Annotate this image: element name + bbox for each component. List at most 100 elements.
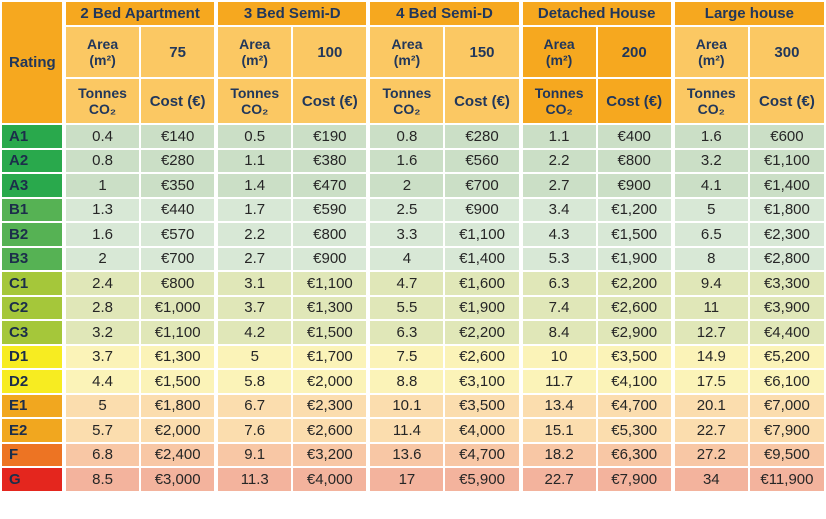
cost-cell: €1,600: [443, 270, 522, 297]
cost-cell: €4,000: [443, 417, 522, 444]
rating-cell-g: G: [0, 466, 65, 493]
tonnes-co2-cell: 1.3: [61, 196, 142, 223]
ber-cost-table: Rating 2 Bed Apartment 3 Bed Semi-D 4 Be…: [0, 0, 826, 493]
tonnes-co2-label-cell: Tonnes CO₂: [214, 77, 294, 125]
cost-cell: €1,100: [291, 270, 370, 297]
cost-label-cell: Cost (€): [291, 77, 370, 125]
tonnes-co2-cell: 0.4: [61, 123, 142, 150]
tonnes-co2-cell: 6.8: [61, 441, 142, 468]
tonnes-co2-cell: 5: [61, 392, 142, 419]
cost-cell: €800: [595, 147, 674, 174]
tonnes-co2-cell: 5: [214, 343, 294, 370]
table-row: G 8.5 €3,000 11.3 €4,000 17 €5,900 22.7 €7,900 34…: [0, 466, 826, 493]
cost-cell: €9,500: [747, 441, 826, 468]
tonnes-co2-cell: 9.1: [214, 441, 294, 468]
cost-cell: €2,000: [139, 417, 218, 444]
cost-cell: €590: [291, 196, 370, 223]
table-body: A1 0.4 €140 0.5 €190 0.8 €280 1.1 €400 1.6 €600 A2 0…: [0, 123, 826, 493]
tonnes-co2-cell: 14.9: [670, 343, 750, 370]
cost-cell: €2,300: [291, 392, 370, 419]
cost-cell: €3,500: [443, 392, 522, 419]
cost-cell: €2,600: [291, 417, 370, 444]
tonnes-co2-cell: 0.8: [366, 123, 446, 150]
tonnes-co2-cell: 7.5: [366, 343, 446, 370]
tonnes-co2-cell: 8.5: [61, 466, 142, 493]
cost-cell: €5,200: [747, 343, 826, 370]
cost-cell: €1,900: [595, 245, 674, 272]
cost-cell: €1,400: [747, 172, 826, 199]
tonnes-co2-cell: 6.5: [670, 221, 750, 248]
cost-cell: €5,900: [443, 466, 522, 493]
cost-cell: €190: [291, 123, 370, 150]
rating-cell-c1: C1: [0, 270, 65, 297]
tonnes-co2-cell: 1.6: [670, 123, 750, 150]
rating-cell-d2: D2: [0, 368, 65, 395]
cost-cell: €4,700: [443, 441, 522, 468]
cost-cell: €380: [291, 147, 370, 174]
cost-cell: €280: [139, 147, 218, 174]
rating-cell-e2: E2: [0, 417, 65, 444]
tonnes-co2-label-cell: Tonnes CO₂: [61, 77, 142, 125]
cost-cell: €800: [291, 221, 370, 248]
tonnes-co2-cell: 1.7: [214, 196, 294, 223]
tonnes-co2-cell: 8.4: [518, 319, 598, 346]
tonnes-co2-cell: 4.3: [518, 221, 598, 248]
cost-cell: €2,300: [747, 221, 826, 248]
tonnes-co2-label-cell: Tonnes CO₂: [366, 77, 446, 125]
group-header-3-bed-semi-d: 3 Bed Semi-D: [214, 0, 370, 27]
group-header-row: Rating 2 Bed Apartment 3 Bed Semi-D 4 Be…: [0, 0, 826, 125]
cost-cell: €1,900: [443, 294, 522, 321]
tonnes-co2-cell: 9.4: [670, 270, 750, 297]
tonnes-co2-cell: 4: [366, 245, 446, 272]
cost-cell: €570: [139, 221, 218, 248]
tonnes-co2-cell: 34: [670, 466, 750, 493]
area-value-cell: 200: [595, 25, 674, 79]
tonnes-co2-cell: 1.1: [214, 147, 294, 174]
tonnes-co2-cell: 17.5: [670, 368, 750, 395]
cost-cell: €3,200: [291, 441, 370, 468]
tonnes-co2-cell: 2.7: [214, 245, 294, 272]
table-row: C2 2.8 €1,000 3.7 €1,300 5.5 €1,900 7.4 €2,600 11…: [0, 294, 826, 321]
cost-cell: €2,900: [595, 319, 674, 346]
cost-cell: €140: [139, 123, 218, 150]
cost-label-cell: Cost (€): [139, 77, 218, 125]
tonnes-co2-cell: 5: [670, 196, 750, 223]
tonnes-co2-cell: 10: [518, 343, 598, 370]
cost-cell: €6,300: [595, 441, 674, 468]
area-label-cell: Area (m²): [214, 25, 294, 79]
tonnes-co2-cell: 2.7: [518, 172, 598, 199]
tonnes-co2-cell: 6.3: [366, 319, 446, 346]
tonnes-co2-cell: 3.4: [518, 196, 598, 223]
table-row: F 6.8 €2,400 9.1 €3,200 13.6 €4,700 18.2 €6,300 2…: [0, 441, 826, 468]
table-row: B1 1.3 €440 1.7 €590 2.5 €900 3.4 €1,200 5 €1,800: [0, 196, 826, 223]
group-header-large-house: Large house: [670, 0, 826, 27]
tonnes-co2-cell: 1.4: [214, 172, 294, 199]
cost-cell: €900: [595, 172, 674, 199]
cost-cell: €5,300: [595, 417, 674, 444]
tonnes-co2-cell: 4.4: [61, 368, 142, 395]
rating-cell-c2: C2: [0, 294, 65, 321]
tonnes-co2-cell: 12.7: [670, 319, 750, 346]
tonnes-co2-cell: 11.4: [366, 417, 446, 444]
tonnes-co2-cell: 6.7: [214, 392, 294, 419]
tonnes-co2-cell: 1.6: [366, 147, 446, 174]
area-label-cell: Area (m²): [518, 25, 598, 79]
tonnes-co2-cell: 0.5: [214, 123, 294, 150]
cost-cell: €2,000: [291, 368, 370, 395]
cost-cell: €3,500: [595, 343, 674, 370]
tonnes-co2-cell: 18.2: [518, 441, 598, 468]
cost-cell: €1,100: [747, 147, 826, 174]
tonnes-co2-cell: 3.3: [366, 221, 446, 248]
tonnes-co2-cell: 20.1: [670, 392, 750, 419]
table-row: E2 5.7 €2,000 7.6 €2,600 11.4 €4,000 15.1 €5,300…: [0, 417, 826, 444]
tonnes-co2-cell: 6.3: [518, 270, 598, 297]
cost-label-cell: Cost (€): [747, 77, 826, 125]
area-label-cell: Area (m²): [61, 25, 142, 79]
rating-cell-b1: B1: [0, 196, 65, 223]
cost-cell: €800: [139, 270, 218, 297]
group-header-detached-house: Detached House: [518, 0, 674, 27]
tonnes-co2-cell: 15.1: [518, 417, 598, 444]
tonnes-co2-cell: 4.1: [670, 172, 750, 199]
cost-cell: €3,300: [747, 270, 826, 297]
